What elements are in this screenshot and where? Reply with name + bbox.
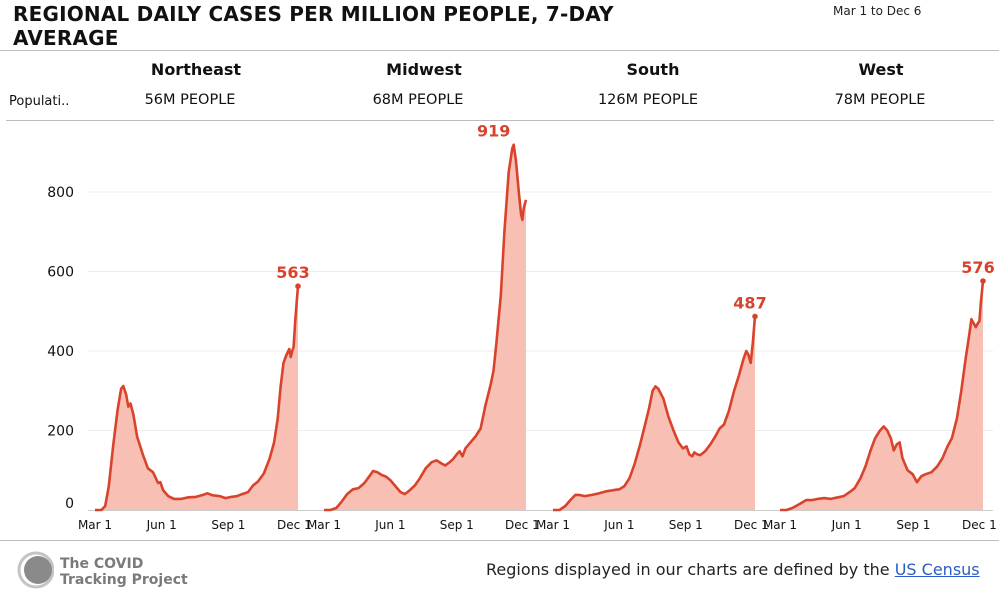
covid-tracking-project-logo-icon xyxy=(17,551,54,589)
population-divider xyxy=(6,120,994,121)
series-line-west xyxy=(780,280,985,512)
series-end-dot-west xyxy=(980,278,986,284)
chart-title: REGIONAL DAILY CASES PER MILLION PEOPLE,… xyxy=(13,2,614,50)
series-line-midwest xyxy=(324,143,528,512)
logo-line-2: Tracking Project xyxy=(60,572,188,588)
region-header-northeast: Northeast xyxy=(150,60,242,79)
x-tick-label: Jun 1 xyxy=(146,518,177,532)
population-row-label[interactable]: Populati.. xyxy=(9,94,70,109)
us-census-link[interactable]: US Census xyxy=(894,560,980,579)
population-northeast: 56M PEOPLE xyxy=(144,92,236,108)
series-area-northeast xyxy=(95,286,298,510)
y-tick-label: 800 xyxy=(47,185,74,201)
x-tick-label: Sep 1 xyxy=(896,518,930,532)
population-midwest: 68M PEOPLE xyxy=(372,92,464,108)
x-tick-label: Sep 1 xyxy=(669,518,703,532)
series-area-midwest xyxy=(324,144,526,510)
region-header-west: West xyxy=(858,60,904,79)
footer-divider xyxy=(0,540,999,541)
series-value-label-midwest: 919 xyxy=(477,122,510,141)
x-tick-label: Mar 1 xyxy=(307,518,341,532)
x-tick-label: Jun 1 xyxy=(374,518,405,532)
x-tick-label: Mar 1 xyxy=(763,518,797,532)
region-header-south: South xyxy=(626,60,680,79)
series-end-dot-northeast xyxy=(295,283,301,290)
series-line-northeast xyxy=(95,286,300,512)
series-end-dot-south xyxy=(752,313,758,320)
x-tick-label: Dec 1 xyxy=(962,518,997,532)
series-area-west xyxy=(780,281,983,510)
x-tick-label: Sep 1 xyxy=(440,518,474,532)
population-south: 126M PEOPLE xyxy=(597,92,699,108)
population-west: 78M PEOPLE xyxy=(834,92,926,108)
series-value-label-northeast: 563 xyxy=(276,263,309,282)
y-tick-label: 400 xyxy=(47,344,74,360)
covid-tracking-project-logo-text: The COVID Tracking Project xyxy=(60,556,188,588)
x-tick-label: Mar 1 xyxy=(78,518,112,532)
date-range-label: Mar 1 to Dec 6 xyxy=(833,4,922,18)
y-tick-label: 600 xyxy=(47,265,74,281)
x-tick-label: Mar 1 xyxy=(536,518,570,532)
series-value-label-south: 487 xyxy=(733,293,766,312)
header-divider xyxy=(0,50,999,51)
x-tick-label: Dec 1 xyxy=(277,518,312,532)
x-tick-label: Sep 1 xyxy=(211,518,245,532)
x-tick-label: Dec 1 xyxy=(505,518,540,532)
series-area-south xyxy=(553,316,755,510)
x-tick-label: Jun 1 xyxy=(603,518,634,532)
logo-line-1: The COVID xyxy=(60,556,144,572)
x-tick-label: Dec 1 xyxy=(734,518,769,532)
series-value-label-west: 576 xyxy=(961,258,994,277)
region-header-midwest: Midwest xyxy=(386,60,462,79)
series-line-south xyxy=(553,316,757,512)
x-tick-label: Jun 1 xyxy=(831,518,862,532)
footer-note: Regions displayed in our charts are defi… xyxy=(486,560,980,579)
y-tick-label: 0 xyxy=(65,496,74,512)
footer-note-text: Regions displayed in our charts are defi… xyxy=(486,560,895,579)
y-tick-label: 200 xyxy=(47,424,74,440)
